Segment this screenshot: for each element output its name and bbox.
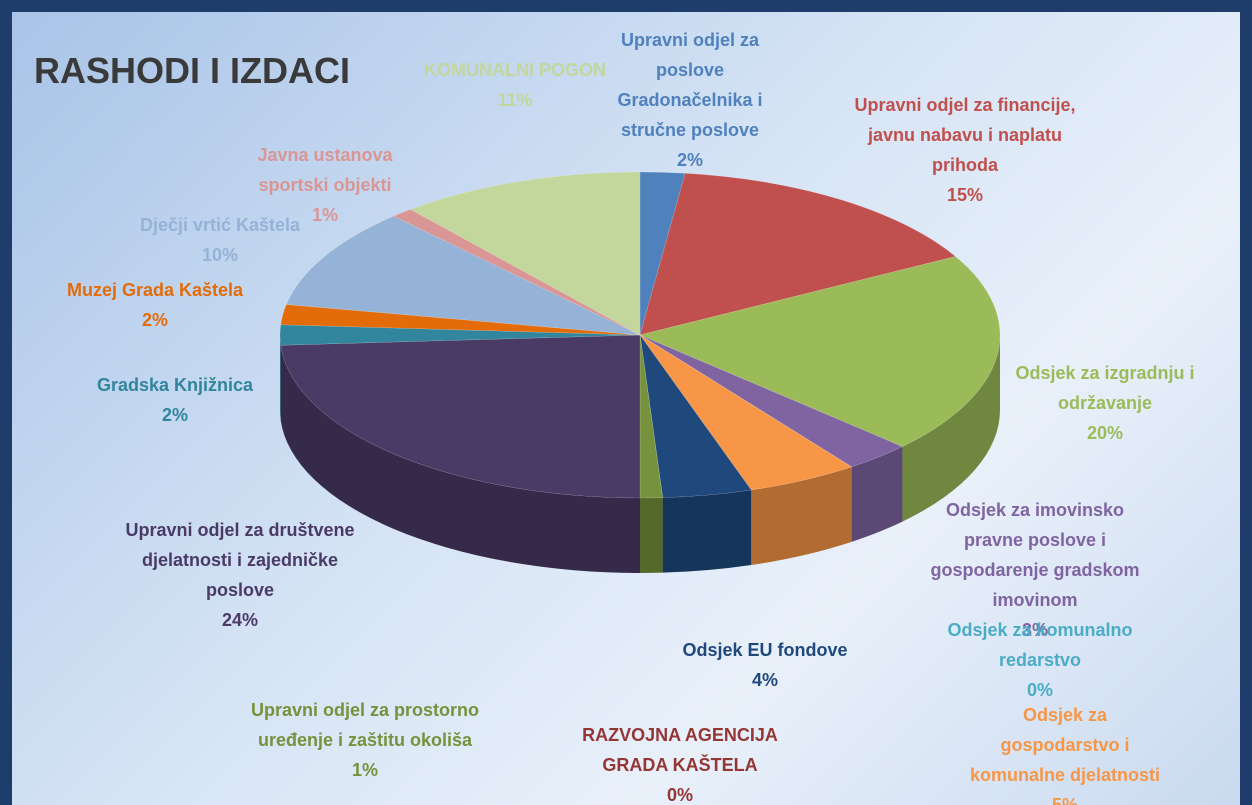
category-label: Upravni odjel za društvene djelatnosti i… — [125, 520, 355, 600]
slice-label: KOMUNALNI POGON 11% — [385, 55, 645, 115]
slice-side — [851, 446, 903, 542]
slice-side — [280, 345, 640, 573]
value-label: 1% — [351, 760, 378, 780]
slice-label: Upravni odjel za društvene djelatnosti i… — [110, 515, 370, 635]
slice-label: Dječji vrtić Kaštela 10% — [110, 210, 330, 270]
slice-label: Upravni odjel za poslove Gradonačelnika … — [590, 25, 790, 175]
value-label: 15% — [946, 185, 984, 205]
value-label: 11% — [497, 90, 533, 110]
slice — [639, 334, 663, 499]
category-label: Odsjek za gospodarstvo i komunalne djela… — [969, 705, 1161, 785]
value-label: 3% — [1021, 620, 1048, 640]
slice — [280, 334, 641, 499]
slice-label: Odsjek za izgradnju i održavanje 20% — [990, 358, 1220, 448]
slice — [639, 173, 957, 336]
value-label: 10% — [201, 245, 239, 265]
category-label: Odsjek za izgradnju i održavanje — [1015, 363, 1195, 413]
slice-label: Upravni odjel za financije, javnu nabavu… — [845, 90, 1085, 210]
category-label: Javna ustanova sportski objekti — [257, 145, 393, 195]
slice-label: Odsjek EU fondove 4% — [655, 635, 875, 695]
category-label: Dječji vrtić Kaštela — [139, 215, 301, 235]
category-label: Upravni odjel za poslove Gradonačelnika … — [617, 30, 763, 140]
category-label: KOMUNALNI POGON — [424, 60, 606, 80]
category-label: Odsjek za imovinsko pravne poslove i gos… — [930, 500, 1140, 610]
value-label: 2% — [676, 150, 703, 170]
value-label: 5% — [1051, 795, 1078, 805]
slice — [286, 215, 641, 336]
slice-label: Odsjek za komunalno redarstvo 0% — [920, 615, 1160, 705]
slice-label: RAZVOJNA AGENCIJA GRADA KAŠTELA 0% — [550, 720, 810, 805]
category-label: Muzej Grada Kaštela — [66, 280, 244, 300]
slice — [639, 334, 752, 498]
slice-side — [280, 335, 281, 421]
slice — [639, 334, 904, 468]
category-label: Upravni odjel za prostorno uređenje i za… — [250, 700, 480, 750]
chart-title: RASHODI I IZDACI — [34, 50, 351, 91]
slice-label: Gradska Knjižnica 2% — [75, 370, 275, 430]
slice-label: Odsjek za gospodarstvo i komunalne djela… — [965, 700, 1165, 805]
slice-side — [751, 466, 852, 566]
category-label: Odsjek za komunalno redarstvo — [947, 620, 1133, 670]
value-label: 24% — [221, 610, 259, 630]
slice-side — [640, 497, 663, 573]
slice-label: Upravni odjel za prostorno uređenje i za… — [245, 695, 485, 785]
slice-label: Odsjek za imovinsko pravne poslove i gos… — [920, 495, 1150, 645]
slice-side — [902, 335, 1000, 522]
value-label: 0% — [1026, 680, 1053, 700]
category-label: RAZVOJNA AGENCIJA GRADA KAŠTELA — [582, 725, 778, 775]
slice — [639, 171, 686, 336]
category-label: Odsjek EU fondove — [682, 640, 848, 660]
slice — [409, 171, 641, 336]
slice — [280, 304, 641, 336]
slice-label: Javna ustanova sportski objekti 1% — [225, 140, 425, 230]
slice — [639, 334, 663, 498]
slice-side — [662, 490, 752, 573]
value-label: 1% — [311, 205, 338, 225]
value-label: 2% — [141, 310, 168, 330]
value-label: 2% — [161, 405, 188, 425]
value-label: 4% — [751, 670, 778, 690]
category-label: Gradska Knjižnica — [96, 375, 254, 395]
slice — [639, 334, 853, 491]
value-label: 20% — [1086, 423, 1124, 443]
slice — [639, 256, 1001, 447]
category-label: Upravni odjel za financije, javnu nabavu… — [854, 95, 1076, 175]
slice-label: Muzej Grada Kaštela 2% — [35, 275, 275, 335]
value-label: 0% — [666, 785, 693, 805]
slice — [279, 324, 641, 346]
slice — [392, 209, 641, 336]
